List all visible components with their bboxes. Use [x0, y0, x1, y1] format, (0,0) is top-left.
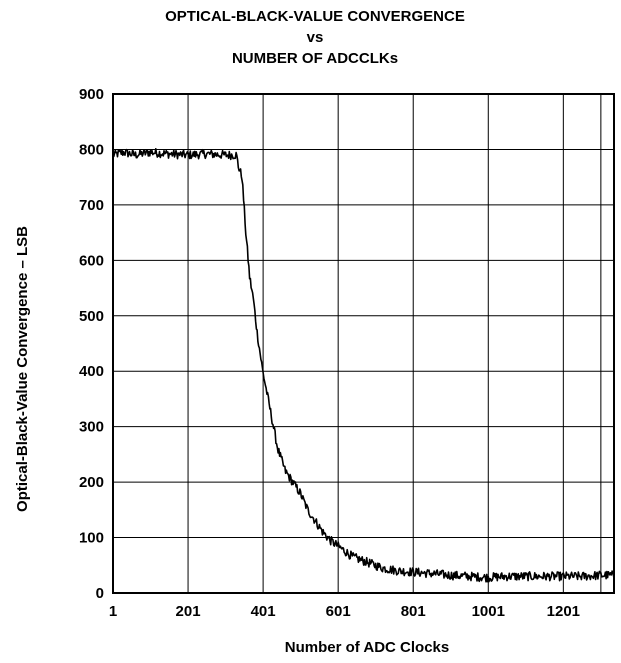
x-tick-label: 1 [109, 603, 117, 620]
x-axis-label: Number of ADC Clocks [285, 639, 449, 656]
plot-frame [112, 93, 615, 594]
chart-title-line-1: OPTICAL-BLACK-VALUE CONVERGENCE [165, 8, 465, 25]
y-tick-label: 700 [79, 197, 104, 214]
data-layer [112, 148, 615, 583]
y-tick-label: 800 [79, 141, 104, 158]
x-tick-label: 1001 [472, 603, 505, 620]
x-axis-ticks: 1 201 401 601 801 1001 1201 [109, 603, 580, 620]
x-tick-label: 601 [326, 603, 351, 620]
y-tick-label: 500 [79, 308, 104, 325]
x-tick-label: 401 [251, 603, 276, 620]
y-tick-label: 100 [79, 530, 104, 547]
y-tick-label: 900 [79, 86, 104, 103]
y-tick-label: 400 [79, 363, 104, 380]
x-tick-label: 801 [401, 603, 426, 620]
y-axis-label: Optical-Black-Value Convergence – LSB [14, 226, 31, 512]
x-tick-label: 201 [176, 603, 201, 620]
y-tick-label: 0 [96, 585, 104, 602]
chart-title-line-2: vs [307, 29, 324, 46]
y-tick-label: 300 [79, 419, 104, 436]
series-line [112, 148, 615, 583]
grid [112, 93, 614, 594]
y-axis-ticks: 0 100 200 300 400 500 600 700 800 900 [79, 86, 104, 602]
x-tick-label: 1201 [547, 603, 580, 620]
y-tick-label: 600 [79, 252, 104, 269]
chart-title-line-3: NUMBER OF ADCCLKs [232, 50, 398, 67]
y-tick-label: 200 [79, 474, 104, 491]
